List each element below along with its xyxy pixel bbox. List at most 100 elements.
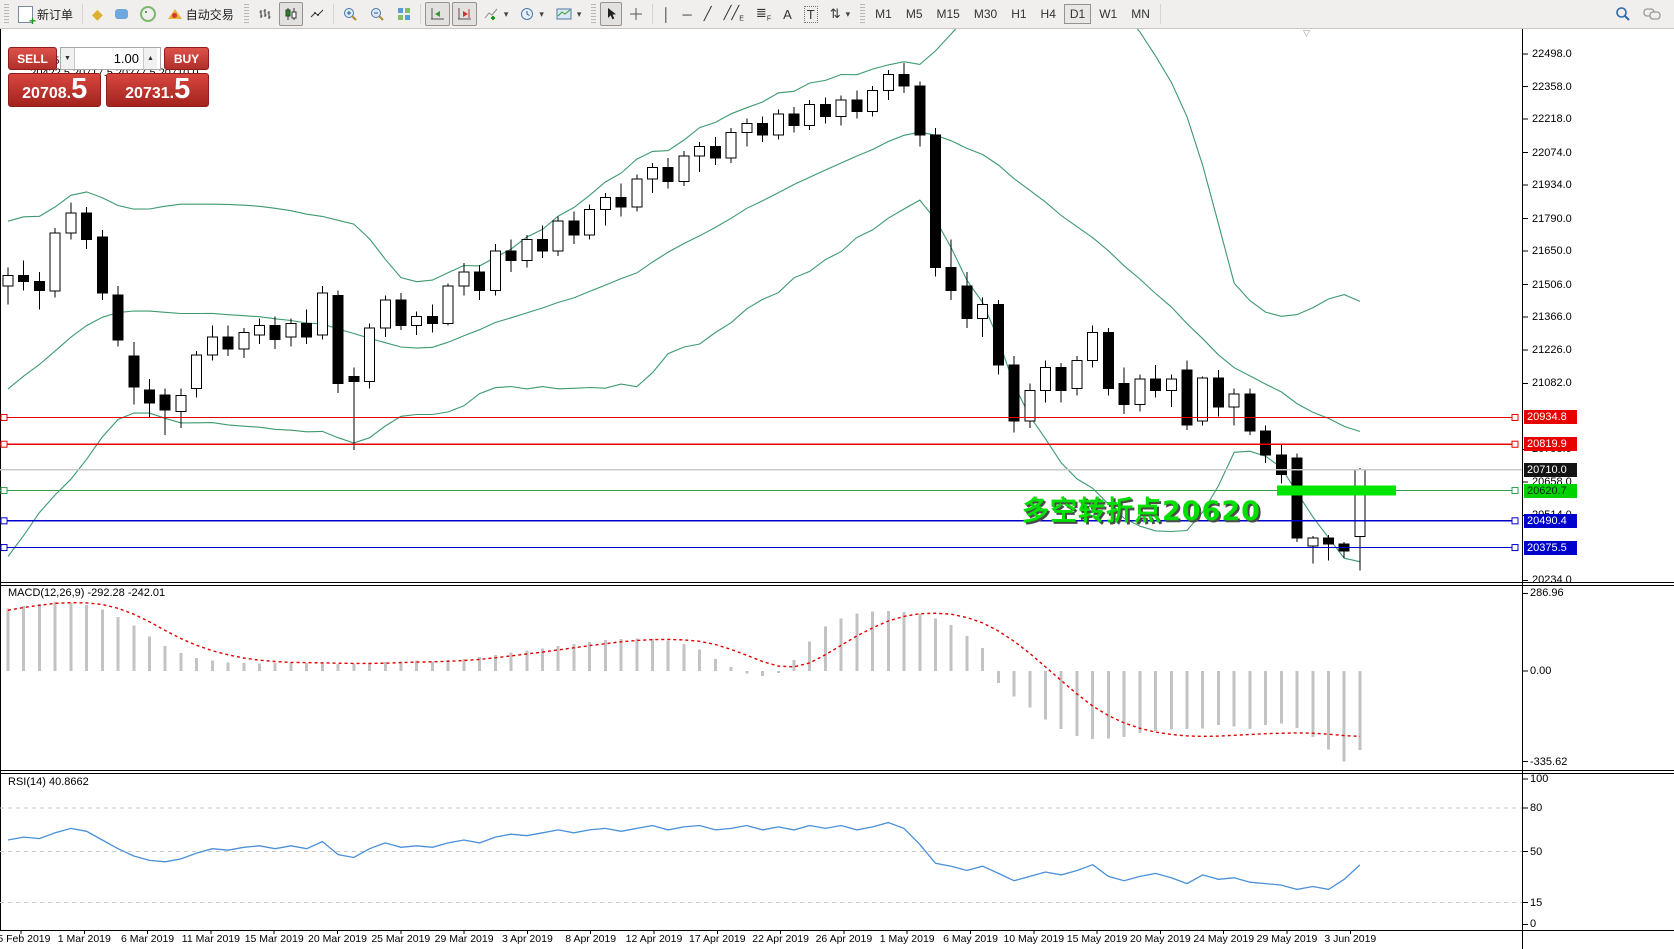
template-icon bbox=[556, 8, 572, 20]
bearish-candle bbox=[1118, 383, 1130, 406]
new-order-label: 新订单 bbox=[37, 7, 74, 22]
bearish-candle bbox=[395, 299, 407, 327]
timeframe-m1[interactable]: M1 bbox=[875, 7, 892, 21]
line-handle[interactable] bbox=[0, 544, 8, 552]
main-toolbar: + 新订单 ◆ 自动交易 bbox=[0, 0, 1674, 29]
volume-down-button[interactable]: ▼ bbox=[61, 48, 75, 69]
channel-button[interactable]: ╱╱E bbox=[719, 2, 749, 26]
crosshair-button[interactable] bbox=[624, 2, 648, 26]
fibonacci-button[interactable]: ≣F bbox=[751, 2, 776, 26]
macd-label: MACD(12,26,9) -292.28 -242.01 bbox=[8, 587, 166, 599]
one-click-trading-panel: SELL ▼ ▲ BUY 20708.5 20731.5 bbox=[8, 47, 209, 107]
timeframe-h1[interactable]: H1 bbox=[1011, 7, 1027, 21]
chart-bars-button[interactable] bbox=[253, 2, 277, 26]
templates-button[interactable]: ▾ bbox=[551, 2, 587, 26]
indicators-button[interactable]: ▾ bbox=[479, 2, 514, 26]
text-icon: A bbox=[783, 6, 792, 22]
autotrading-button[interactable]: 自动交易 bbox=[163, 2, 239, 26]
bearish-candle bbox=[1322, 537, 1334, 545]
bearish-candle bbox=[474, 271, 486, 292]
line-handle[interactable] bbox=[0, 413, 8, 421]
bearish-candle bbox=[96, 236, 108, 294]
chart-shift-marker[interactable]: ▽ bbox=[1303, 28, 1310, 38]
bullish-candle bbox=[191, 354, 203, 389]
bearish-candle bbox=[1055, 366, 1067, 392]
bearish-candle bbox=[1275, 454, 1287, 475]
sell-button[interactable]: SELL bbox=[8, 47, 57, 70]
text-button[interactable]: A bbox=[778, 2, 797, 26]
tile-windows-button[interactable] bbox=[392, 2, 416, 26]
autotrading-icon bbox=[167, 9, 182, 19]
volume-input[interactable] bbox=[75, 48, 143, 69]
autoscroll-button[interactable] bbox=[424, 2, 450, 26]
line-handle[interactable] bbox=[1511, 487, 1519, 495]
chart-line-button[interactable] bbox=[305, 2, 329, 26]
bullish-candle bbox=[458, 271, 470, 287]
bullish-candle bbox=[364, 327, 376, 382]
timeframe-m15[interactable]: M15 bbox=[936, 7, 960, 21]
toolbar-grip[interactable] bbox=[860, 4, 866, 24]
indicators-icon bbox=[484, 8, 498, 20]
line-handle[interactable] bbox=[1511, 544, 1519, 552]
timeframe-h4[interactable]: H4 bbox=[1040, 7, 1056, 21]
chart-candles-button[interactable] bbox=[278, 2, 303, 26]
bullish-candle bbox=[2, 275, 14, 287]
sell-button-label: SELL bbox=[17, 51, 48, 66]
chat-button[interactable] bbox=[1638, 2, 1666, 26]
line-handle[interactable] bbox=[1511, 440, 1519, 448]
timeframe-w1[interactable]: W1 bbox=[1099, 7, 1118, 21]
rsi-label: RSI(14) 40.8662 bbox=[8, 776, 89, 788]
community-button[interactable] bbox=[110, 2, 133, 26]
bearish-candle bbox=[112, 294, 124, 341]
chart-shift-button[interactable] bbox=[451, 2, 477, 26]
search-button[interactable] bbox=[1610, 2, 1636, 26]
line-handle[interactable] bbox=[1511, 517, 1519, 525]
bullish-candle bbox=[631, 178, 643, 208]
toolbar-grip[interactable] bbox=[4, 4, 9, 24]
bullish-candle bbox=[206, 336, 218, 356]
timeframe-m5[interactable]: M5 bbox=[905, 7, 923, 21]
bullish-candle bbox=[1197, 377, 1209, 422]
bullish-candle bbox=[1040, 366, 1052, 392]
zoom-out-button[interactable] bbox=[365, 2, 390, 26]
signals-button[interactable] bbox=[135, 2, 161, 26]
chat-bubble-icon bbox=[114, 9, 128, 19]
toolbar-grip[interactable] bbox=[591, 4, 597, 24]
bullish-candle bbox=[254, 325, 266, 336]
vertical-line-button[interactable]: │ bbox=[657, 2, 675, 26]
bearish-candle bbox=[1212, 377, 1224, 408]
trendline-button[interactable]: ╱ bbox=[699, 2, 717, 26]
annotation-text[interactable]: 多空转折点20620 bbox=[1022, 496, 1261, 527]
bearish-candle bbox=[929, 134, 941, 268]
buy-button[interactable]: BUY bbox=[164, 47, 209, 70]
line-handle[interactable] bbox=[1511, 413, 1519, 421]
search-icon bbox=[1616, 7, 1630, 21]
mql5-button[interactable]: ◆ bbox=[87, 2, 108, 26]
cursor-arrow-icon bbox=[608, 8, 617, 20]
dropdown-caret: ▾ bbox=[576, 8, 582, 19]
timeframe-m30[interactable]: M30 bbox=[973, 7, 998, 21]
bearish-candle bbox=[269, 325, 281, 341]
text-label-button[interactable]: T bbox=[799, 2, 823, 26]
volume-up-button[interactable]: ▲ bbox=[143, 48, 157, 69]
sell-price-display[interactable]: 20708. 5 bbox=[8, 73, 102, 107]
toolbar-grip[interactable] bbox=[243, 4, 249, 24]
crosshair-icon bbox=[630, 8, 643, 20]
zoom-in-button[interactable] bbox=[338, 2, 363, 26]
timeframe-d1[interactable]: D1 bbox=[1063, 4, 1092, 24]
cursor-button[interactable] bbox=[600, 2, 623, 26]
line-handle[interactable] bbox=[0, 517, 8, 525]
horizontal-line-button[interactable]: ─ bbox=[678, 2, 697, 26]
line-handle[interactable] bbox=[0, 487, 8, 495]
line-handle[interactable] bbox=[0, 440, 8, 448]
dropdown-caret: ▾ bbox=[539, 8, 544, 19]
buy-price-display[interactable]: 20731. 5 bbox=[106, 73, 209, 107]
bearish-candle bbox=[1150, 378, 1162, 392]
arrows-button[interactable]: ⇅ ▾ bbox=[825, 2, 855, 26]
timeframe-mn[interactable]: MN bbox=[1131, 7, 1150, 21]
periods-button[interactable]: ▾ bbox=[515, 2, 549, 26]
new-order-button[interactable]: + 新订单 bbox=[13, 2, 78, 27]
candles-chart-icon bbox=[285, 8, 297, 20]
sell-price-pip: 5 bbox=[71, 73, 88, 105]
